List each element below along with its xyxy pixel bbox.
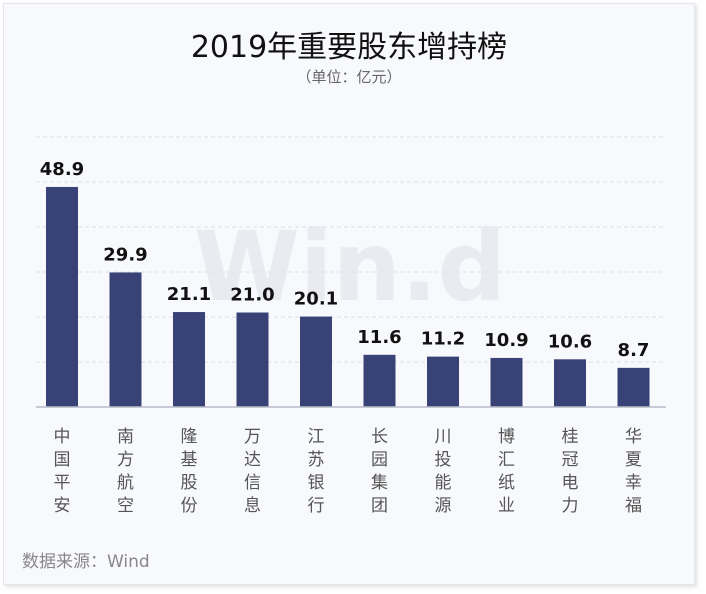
bar	[173, 312, 205, 407]
category-label: 长园集团	[371, 427, 388, 516]
value-labels: 48.9 29.9 21.1 21.0 20.1 11.6 11.2 10.9 10.6 8.7	[40, 159, 650, 361]
value-label: 11.2	[421, 329, 465, 350]
category-label: 川投能源	[435, 427, 452, 516]
bar	[46, 186, 78, 407]
value-label: 48.9	[40, 159, 84, 180]
bar	[490, 357, 523, 407]
bar	[363, 354, 396, 407]
category-label: 南方航空	[117, 427, 134, 516]
bar	[236, 312, 269, 407]
value-label: 8.7	[618, 340, 650, 361]
category-label: 隆基股份	[181, 427, 198, 516]
category-label: 万达信息	[244, 427, 261, 516]
category-label: 桂冠电力	[562, 427, 579, 516]
value-label: 21.0	[230, 285, 274, 306]
category-label: 中国平安	[54, 427, 71, 516]
category-labels: 中国平安 南方航空 隆基股份 万达信息 江苏银行 长园集团 川投能源 博汇纸业 桂冠电力 华夏幸福	[54, 427, 643, 516]
bar	[109, 272, 142, 407]
bar	[427, 356, 459, 407]
chart-card: 2019年重要股东增持榜 （单位：亿元） Win.d 48.9 29.9 21.1 2…	[3, 3, 695, 585]
value-label: 10.9	[484, 330, 528, 351]
data-source: 数据来源：Wind	[22, 552, 150, 572]
bar	[300, 316, 332, 407]
bar	[554, 359, 586, 407]
chart-subtitle: （单位：亿元）	[296, 68, 402, 86]
value-label: 29.9	[103, 244, 147, 265]
category-label: 华夏幸福	[625, 427, 642, 516]
value-label: 11.6	[357, 327, 401, 348]
chart-title: 2019年重要股东增持榜	[190, 30, 508, 65]
watermark: Win.d	[194, 211, 506, 323]
value-label: 21.1	[167, 284, 211, 305]
bar-chart: Win.d 48.9 29.9 21.1 21.0 20.1 11.6 11.2 10.9 10…	[36, 136, 666, 516]
value-label: 10.6	[548, 331, 592, 352]
category-label: 江苏银行	[308, 427, 325, 516]
value-label: 20.1	[294, 289, 338, 310]
bar	[617, 367, 650, 407]
bars	[46, 186, 650, 407]
category-label: 博汇纸业	[498, 427, 515, 516]
